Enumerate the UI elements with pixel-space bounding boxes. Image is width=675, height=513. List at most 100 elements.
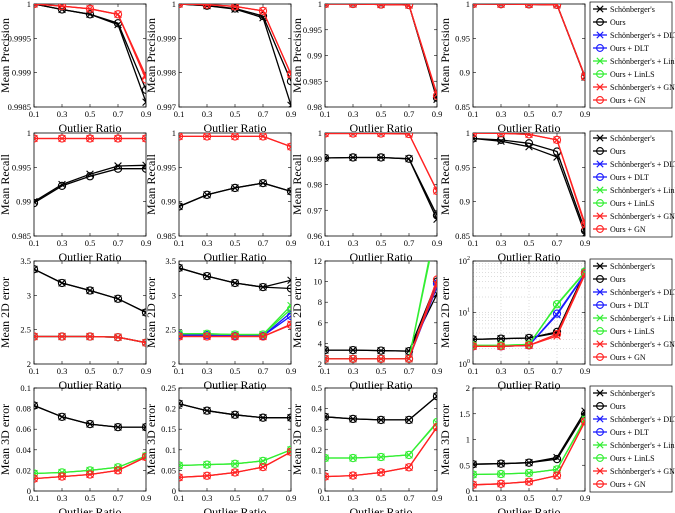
data-point	[57, 472, 67, 481]
data-point	[432, 186, 437, 196]
x-tick-label: 0.1	[320, 238, 331, 248]
x-axis-label: Outlier Ratio	[498, 378, 561, 392]
y-tick-label: 0.5	[459, 460, 470, 470]
data-point	[258, 413, 268, 422]
x-axis-label: Outlier Ratio	[204, 250, 267, 264]
y-tick-label: 1	[466, 0, 470, 9]
data-point	[433, 215, 437, 224]
x-tick-label: 0.3	[57, 493, 68, 503]
legend-label: Ours	[610, 402, 626, 411]
legend-entry: Schönberger's	[593, 134, 655, 143]
series-line	[473, 271, 585, 341]
data-point	[473, 470, 478, 479]
series-line	[325, 4, 437, 100]
legend-marker	[596, 57, 604, 65]
data-point	[287, 101, 291, 107]
series-line	[473, 133, 585, 224]
series-line	[325, 156, 437, 220]
x-tick-label: 0.7	[404, 109, 415, 119]
data-point	[179, 473, 184, 482]
data-point	[142, 308, 146, 317]
data-point	[85, 332, 95, 341]
legend-entry: Schönberger's + GN	[593, 83, 675, 92]
legend-entry: Ours + GN	[593, 225, 646, 234]
x-tick-label: 0.1	[29, 493, 40, 503]
y-axis-label: Mean Recall	[144, 153, 158, 215]
series-line	[325, 395, 437, 421]
legend-entry: Ours + GN	[593, 96, 646, 105]
data-point	[286, 304, 291, 314]
data-point	[496, 469, 506, 479]
data-point	[524, 468, 534, 478]
legend-marker	[596, 147, 604, 155]
data-point	[325, 472, 329, 481]
data-point	[376, 452, 386, 462]
data-point	[473, 460, 477, 469]
x-tick-label: 0.5	[376, 238, 387, 248]
legend-marker	[596, 160, 604, 168]
x-tick-label: 0.9	[580, 109, 591, 119]
y-tick-label: 100	[459, 359, 471, 369]
data-point	[179, 133, 183, 141]
data-point	[286, 413, 291, 422]
y-tick-label: 1	[318, 128, 322, 138]
x-axis-label: Outlier Ratio	[350, 121, 413, 135]
y-tick-label: 0.95	[455, 162, 470, 172]
data-point	[287, 301, 291, 310]
data-point	[325, 453, 330, 463]
y-tick-label: 0.2	[311, 445, 322, 455]
legend-label: Ours	[610, 275, 626, 284]
data-point	[432, 392, 437, 401]
legend-label: Ours + LinLS	[610, 327, 655, 336]
x-tick-label: 0.7	[258, 366, 269, 376]
subplot-r1-c3: 0.1 0.3 0.5 0.7 0.9 0.85 0.9 0.95 1 Outlier Ratio…	[438, 128, 675, 264]
legend-marker	[596, 428, 604, 436]
series-line	[34, 404, 146, 428]
legend-label: Ours + GN	[610, 353, 646, 362]
data-point	[496, 4, 506, 9]
data-point	[179, 133, 184, 141]
data-point	[552, 454, 562, 464]
data-point	[473, 133, 477, 137]
data-point	[34, 332, 39, 341]
x-tick-label: 0.7	[552, 109, 563, 119]
y-tick-label: 0.985	[157, 231, 176, 241]
series-line	[179, 135, 291, 148]
data-point	[179, 4, 183, 8]
x-axis-label: Outlier Ratio	[59, 250, 122, 264]
data-point	[473, 342, 478, 351]
legend-marker	[596, 5, 604, 13]
legend-marker	[596, 199, 604, 207]
x-tick-label: 0.7	[552, 238, 563, 248]
data-point	[141, 338, 146, 347]
data-point	[57, 181, 67, 191]
data-point	[432, 211, 437, 220]
legend-box	[589, 1, 673, 109]
x-tick-label: 0.9	[432, 238, 443, 248]
y-tick-label: 102	[459, 256, 471, 266]
x-axis-label: Outlier Ratio	[204, 378, 267, 392]
axes-box	[324, 260, 438, 365]
x-tick-label: 0.3	[348, 238, 359, 248]
legend-marker	[596, 275, 604, 283]
x-tick-label: 0.7	[113, 366, 124, 376]
data-point	[113, 333, 123, 342]
data-point	[325, 412, 330, 421]
data-point	[34, 198, 39, 208]
data-point	[142, 338, 146, 347]
data-point	[258, 282, 268, 292]
legend-entry: Schönberger's + LinLS	[593, 186, 675, 195]
data-point	[258, 6, 268, 16]
data-point	[85, 419, 95, 429]
series-line	[34, 4, 146, 91]
y-tick-label: 0.985	[12, 231, 31, 241]
y-tick-label: 1	[172, 128, 176, 138]
data-point	[524, 139, 534, 148]
data-point	[325, 4, 329, 8]
data-point	[287, 70, 291, 79]
x-tick-label: 0.9	[580, 238, 591, 248]
legend-marker	[596, 173, 604, 181]
legend-entry: Schönberger's + DLT	[593, 31, 675, 40]
y-tick-label: 0.25	[161, 383, 176, 393]
y-tick-label: 0	[172, 486, 176, 496]
